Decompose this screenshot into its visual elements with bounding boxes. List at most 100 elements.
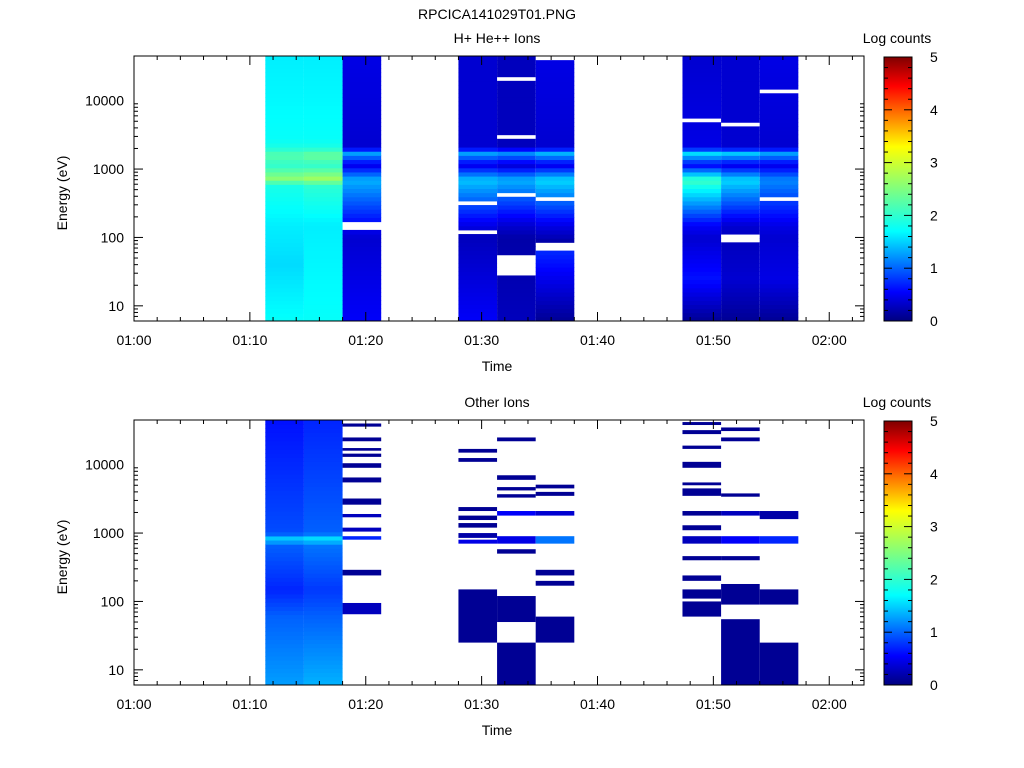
heatmap-cell: [458, 109, 498, 115]
x-axis-label: Time: [482, 722, 513, 738]
colorbar-tick-label: 0: [930, 677, 938, 693]
heatmap-cell: [458, 300, 498, 305]
heatmap-cell: [303, 668, 343, 674]
heatmap-band: [342, 448, 382, 451]
heatmap-cell: [265, 593, 304, 599]
heatmap-cell: [535, 200, 575, 206]
heatmap-cell: [497, 217, 536, 223]
heatmap-cell: [759, 234, 799, 239]
heatmap-cell: [303, 544, 343, 549]
heatmap-cell: [535, 192, 575, 198]
heatmap-cell: [303, 80, 343, 86]
heatmap-cell: [535, 101, 575, 107]
y-tick-label: 10000: [85, 93, 124, 109]
heatmap-band: [497, 642, 536, 685]
heatmap-cell: [265, 668, 304, 674]
heatmap-cell: [458, 258, 498, 264]
heatmap-cell: [759, 292, 799, 297]
heatmap-cell: [458, 147, 498, 152]
heatmap-cell: [303, 465, 343, 471]
heatmap-cell: [265, 283, 304, 289]
heatmap-cell: [759, 97, 799, 103]
heatmap-band: [535, 511, 575, 516]
heatmap-cell: [303, 473, 343, 479]
heatmap-cell: [342, 142, 382, 148]
colorbar-tick-label: 1: [930, 624, 938, 640]
heatmap-cell: [458, 312, 498, 318]
heatmap-cell: [265, 482, 304, 487]
heatmap-cell: [265, 84, 304, 90]
heatmap-cell: [759, 192, 799, 198]
heatmap-cell: [458, 130, 498, 136]
heatmap-cell: [265, 118, 304, 123]
heatmap-cell: [342, 205, 382, 210]
heatmap-cell: [458, 159, 498, 165]
heatmap-cell: [265, 569, 304, 574]
heatmap-cell: [265, 420, 304, 425]
heatmap-cell: [759, 155, 799, 161]
heatmap-cell: [535, 163, 575, 169]
heatmap-cell: [303, 56, 343, 61]
heatmap-cell: [759, 283, 799, 289]
heatmap-cell: [759, 113, 799, 119]
heatmap-cell: [759, 142, 799, 148]
heatmap-cell: [759, 105, 799, 111]
heatmap-cell: [682, 205, 722, 210]
x-tick-label: 01:30: [464, 332, 499, 348]
heatmap-cell: [759, 56, 799, 61]
heatmap-cell: [497, 155, 536, 161]
heatmap-cell: [535, 89, 575, 94]
heatmap-cell: [497, 221, 536, 227]
heatmap-cell: [342, 126, 382, 132]
heatmap-cell: [535, 263, 575, 268]
heatmap-cells: [265, 56, 799, 322]
heatmap-cell: [497, 242, 536, 247]
heatmap-cell: [303, 602, 343, 607]
heatmap-cell: [721, 176, 760, 181]
x-tick-label: 01:50: [696, 332, 731, 348]
heatmap-cell: [535, 105, 575, 111]
heatmap-cell: [265, 130, 304, 136]
heatmap-cell: [682, 171, 722, 177]
heatmap-cell: [721, 109, 760, 115]
heatmap-cell: [342, 76, 382, 82]
colorbar-tick-label: 1: [930, 260, 938, 276]
heatmap-cell: [303, 502, 343, 508]
heatmap-cell: [303, 93, 343, 98]
heatmap-cell: [342, 155, 382, 161]
heatmap-cell: [759, 304, 799, 310]
heatmap-cell: [759, 60, 799, 65]
heatmap-cell: [497, 80, 536, 86]
heatmap-cell: [265, 109, 304, 115]
heatmap-cell: [682, 134, 722, 140]
heatmap-cell: [458, 97, 498, 103]
heatmap-cell: [535, 308, 575, 314]
heatmap-cell: [303, 680, 343, 686]
colorbar-tick-label: 0: [930, 313, 938, 329]
heatmap-cell: [535, 155, 575, 161]
heatmap-cell: [303, 271, 343, 276]
heatmap-cell: [759, 134, 799, 140]
heatmap-cell: [303, 647, 343, 653]
heatmap-cell: [303, 292, 343, 297]
heatmap-band: [342, 536, 382, 540]
heatmap-cell: [303, 432, 343, 438]
heatmap-cell: [303, 631, 343, 636]
heatmap-cell: [458, 205, 498, 210]
heatmap-cell: [759, 300, 799, 305]
heatmap-cell: [265, 229, 304, 235]
heatmap-band: [759, 589, 799, 605]
heatmap-cell: [303, 192, 343, 198]
heatmap-cell: [265, 589, 304, 595]
heatmap-cell: [265, 535, 304, 541]
heatmap-cell: [342, 258, 382, 264]
heatmap-cell: [682, 246, 722, 252]
y-tick-label: 1000: [93, 525, 124, 541]
heatmap-cell: [682, 176, 722, 181]
heatmap-cell: [682, 64, 722, 69]
heatmap-cell: [303, 312, 343, 318]
heatmap-cell: [265, 292, 304, 297]
heatmap-band: [458, 539, 498, 544]
heatmap-cell: [759, 68, 799, 74]
heatmap-cell: [303, 420, 343, 425]
